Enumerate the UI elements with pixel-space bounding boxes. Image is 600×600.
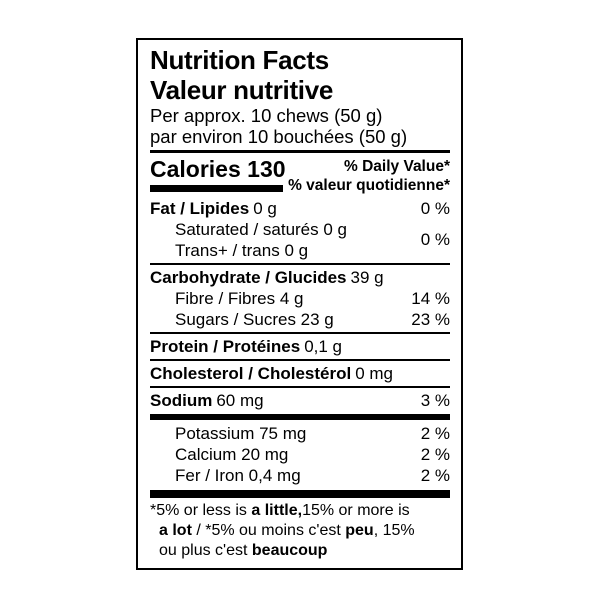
saturated-trans-dv: 0 % [420, 230, 450, 249]
separator [150, 263, 450, 265]
footnote-line2-mid: / *5% ou moins c'est [191, 522, 346, 539]
potassium-label: Potassium 75 mg [175, 424, 307, 443]
trans-row: Trans+ / trans 0 g [175, 241, 309, 260]
separator-thick-top [150, 150, 450, 153]
fat-label: Fat / Lipides 0 g [150, 198, 277, 219]
title-fr: Valeur nutritive [150, 75, 334, 105]
fibre-row: Fibre / Fibres 4 g 14 % [150, 288, 450, 309]
footnote-line2-bold1: a lot [159, 522, 192, 539]
iron-dv: 2 % [420, 466, 450, 485]
potassium-row: Potassium 75 mg 2 % [150, 423, 450, 444]
nutrition-facts-label: Nutrition Facts Valeur nutritive Per app… [136, 38, 463, 570]
footnote-line3-bold: beaucoup [251, 542, 328, 559]
iron-row: Fer / Iron 0,4 mg 2 % [150, 465, 450, 486]
calories-underline-bar [150, 185, 283, 192]
carbohydrate-row: Carbohydrate / Glucides 39 g [150, 267, 450, 288]
carbohydrate-name: Carbohydrate / Glucides [150, 268, 347, 287]
fat-amount: 0 g [253, 199, 277, 218]
separator [150, 332, 450, 334]
calcium-dv: 2 % [420, 445, 450, 464]
footnote-line1-post: 15% or more is [302, 502, 410, 519]
sodium-row: Sodium 60 mg 3 % [150, 390, 450, 411]
footnote-line1-pre: *5% or less is [150, 502, 252, 519]
calories-value: Calories 130 [150, 156, 286, 182]
fat-dv: 0 % [420, 199, 450, 218]
daily-value-header-fr: % valeur quotidienne* [288, 177, 450, 194]
separator-thick-footnote [150, 490, 450, 498]
separator [150, 359, 450, 361]
sugars-dv: 23 % [411, 310, 450, 329]
carbohydrate-amount: 39 g [350, 268, 384, 287]
saturated-trans-labels: Saturated / saturés 0 g Trans+ / trans 0… [150, 219, 347, 261]
carbohydrate-label: Carbohydrate / Glucides 39 g [150, 267, 384, 288]
sodium-amount: 60 mg [216, 391, 264, 410]
footnote-line1-bold: a little, [251, 502, 303, 519]
fat-name: Fat / Lipides [150, 199, 250, 218]
cholesterol-label: Cholesterol / Cholestérol 0 mg [150, 363, 393, 384]
cholesterol-name: Cholesterol / Cholestérol [150, 364, 352, 383]
calories-section: % Daily Value* % valeur quotidienne* Cal… [150, 155, 450, 195]
sugars-row: Sugars / Sucres 23 g 23 % [150, 309, 450, 330]
protein-amount: 0,1 g [304, 337, 343, 356]
serving-size-fr: par environ 10 bouchées (50 g) [150, 126, 408, 147]
iron-label: Fer / Iron 0,4 mg [175, 466, 301, 485]
calcium-label: Calcium 20 mg [175, 445, 289, 464]
saturated-row: Saturated / saturés 0 g [175, 220, 347, 239]
fibre-dv: 14 % [411, 289, 450, 308]
footnote: *5% or less is a little,15% or more is a… [150, 501, 450, 561]
footnote-line2-bold2: peu [345, 522, 374, 539]
saturated-trans-group: Saturated / saturés 0 g Trans+ / trans 0… [150, 219, 450, 261]
potassium-dv: 2 % [420, 424, 450, 443]
separator [150, 386, 450, 388]
sodium-dv: 3 % [420, 391, 450, 410]
footnote-line2-post: , 15% [373, 522, 415, 539]
cholesterol-row: Cholesterol / Cholestérol 0 mg [150, 363, 450, 384]
title-en: Nutrition Facts [150, 45, 329, 75]
fat-row: Fat / Lipides 0 g 0 % [150, 198, 450, 219]
sodium-name: Sodium [150, 391, 213, 410]
protein-name: Protein / Protéines [150, 337, 301, 356]
separator-thick-minerals [150, 414, 450, 420]
fibre-label: Fibre / Fibres 4 g [175, 289, 304, 308]
footnote-line3-pre: ou plus c'est [159, 542, 252, 559]
protein-label: Protein / Protéines 0,1 g [150, 336, 342, 357]
protein-row: Protein / Protéines 0,1 g [150, 336, 450, 357]
sugars-label: Sugars / Sucres 23 g [175, 310, 334, 329]
daily-value-header-en: % Daily Value* [344, 158, 450, 175]
daily-value-header: % Daily Value* % valeur quotidienne* [150, 155, 450, 195]
cholesterol-amount: 0 mg [355, 364, 393, 383]
serving-size-en: Per approx. 10 chews (50 g) [150, 105, 383, 126]
sodium-label: Sodium 60 mg [150, 390, 264, 411]
calcium-row: Calcium 20 mg 2 % [150, 444, 450, 465]
